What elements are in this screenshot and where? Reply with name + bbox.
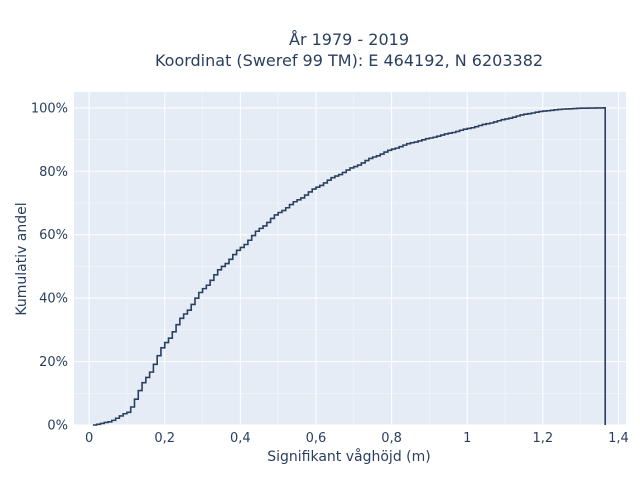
y-tick-label: 40% [39,292,68,307]
x-tick-label: 1 [463,431,471,446]
x-tick-label: 1,2 [532,431,553,446]
y-tick-label: 100% [31,101,68,116]
y-tick-label: 80% [39,165,68,180]
x-tick-label: 0,2 [154,431,175,446]
y-axis-label: Kumulativ andel [14,202,30,315]
y-tick-label: 60% [39,228,68,243]
x-tick-label: 1,4 [608,431,629,446]
x-tick-label: 0,6 [306,431,327,446]
x-axis-ticks: 0 0,2 0,4 0,6 0,8 1 1,2 1,4 [85,431,629,446]
x-tick-label: 0 [85,431,93,446]
chart-title-line-2: Koordinat (Sweref 99 TM): E 464192, N 62… [155,51,543,70]
x-tick-label: 0,4 [230,431,251,446]
y-tick-label: 20% [39,355,68,370]
grid-lines [74,92,626,426]
cdf-step-line [92,107,607,426]
plot-area [74,92,626,425]
y-tick-label: 0% [47,419,68,434]
y-axis-ticks: 0% 20% 40% 60% 80% 100% [31,101,68,433]
x-tick-label: 0,8 [381,431,402,446]
chart-title-line-1: År 1979 - 2019 [289,30,409,49]
x-axis-label: Signifikant våghöjd (m) [267,448,430,465]
